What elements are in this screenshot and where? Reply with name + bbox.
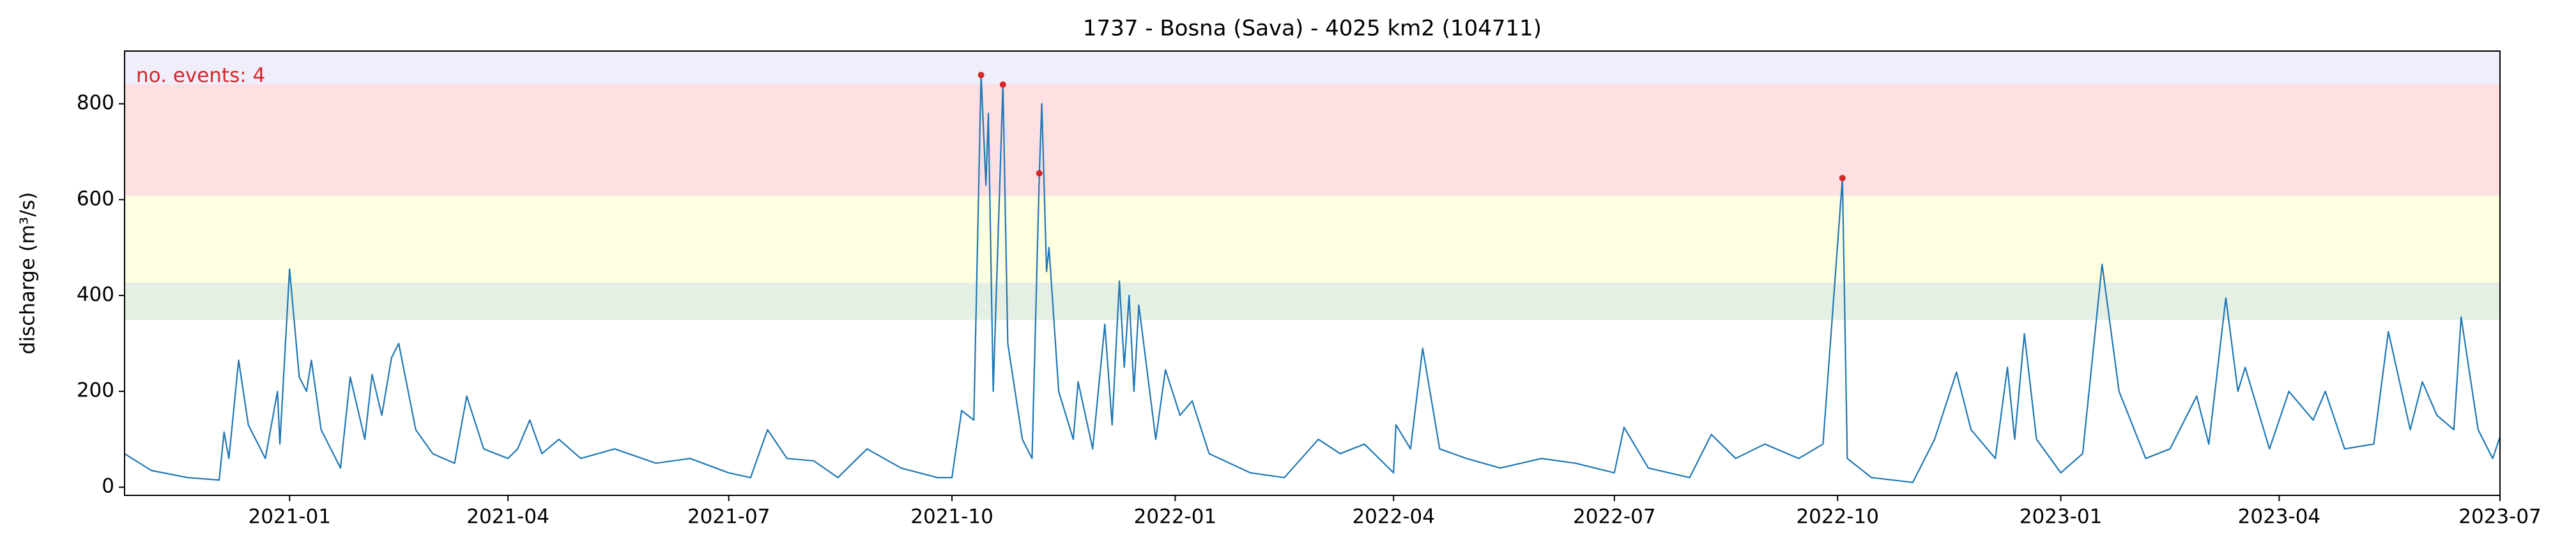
x-tick-label: 2021-07 <box>687 506 770 529</box>
y-tick-label: 800 <box>77 91 114 114</box>
chart-title: 1737 - Bosna (Sava) - 4025 km2 (104711) <box>1083 16 1542 41</box>
events-annotation: no. events: 4 <box>136 64 265 87</box>
x-tick-label: 2022-07 <box>1573 506 1656 529</box>
discharge-line <box>124 74 2501 483</box>
x-tick-label: 2021-10 <box>910 506 993 529</box>
x-tick-label: 2022-04 <box>1352 506 1435 529</box>
event-point <box>1839 174 1846 181</box>
x-tick-label: 2022-10 <box>1796 506 1879 529</box>
y-tick-label: 400 <box>77 283 114 306</box>
x-tick-label: 2021-04 <box>466 506 549 529</box>
x-tick-label: 2023-04 <box>2238 506 2321 529</box>
y-axis-label: discharge (m³/s) <box>17 192 40 354</box>
threshold-band <box>125 51 2500 84</box>
threshold-band <box>125 282 2500 320</box>
plot-frame <box>124 50 2501 496</box>
x-tick-label: 2022-01 <box>1134 506 1217 529</box>
x-tick-label: 2021-01 <box>248 506 331 529</box>
threshold-band <box>125 84 2500 196</box>
x-tick-label: 2023-01 <box>2020 506 2103 529</box>
x-tick-label: 2023-07 <box>2458 506 2542 529</box>
y-tick-label: 600 <box>77 187 114 210</box>
threshold-band <box>125 195 2500 283</box>
y-tick-label: 0 <box>102 475 114 498</box>
event-point <box>977 71 985 79</box>
event-point <box>999 81 1006 88</box>
y-tick-label: 200 <box>77 379 114 402</box>
event-point <box>1036 170 1043 177</box>
